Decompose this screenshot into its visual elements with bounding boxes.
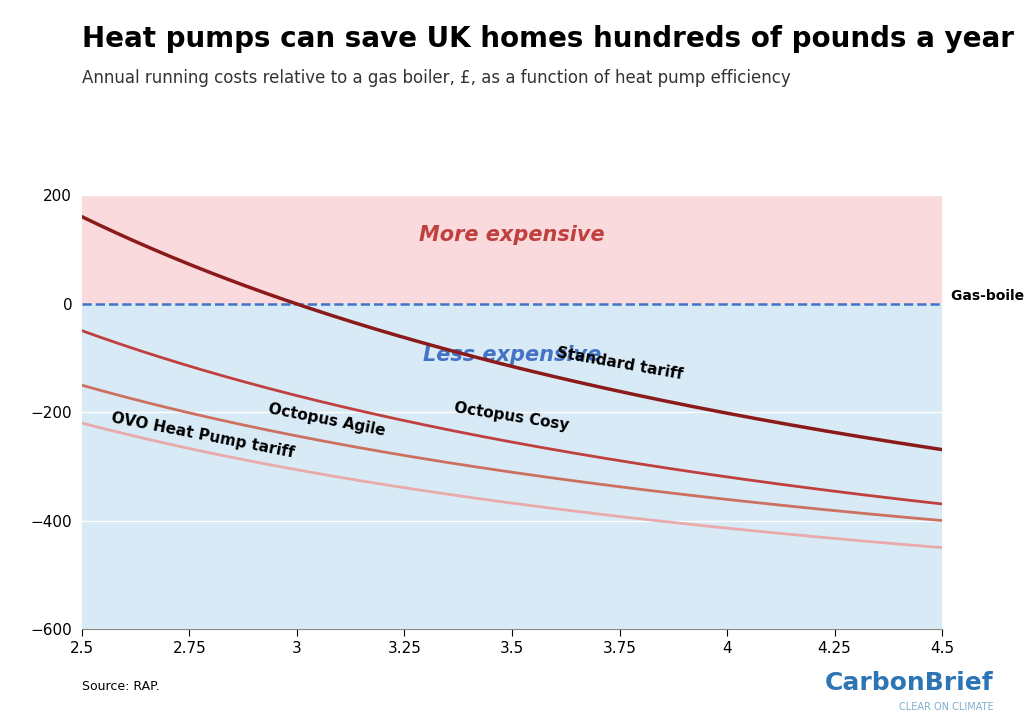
Text: Heat pumps can save UK homes hundreds of pounds a year: Heat pumps can save UK homes hundreds of… <box>82 25 1014 54</box>
Text: Less expensive: Less expensive <box>423 345 601 364</box>
Text: Annual running costs relative to a gas boiler, £, as a function of heat pump eff: Annual running costs relative to a gas b… <box>82 69 791 87</box>
Text: CarbonBrief: CarbonBrief <box>824 671 993 696</box>
Text: Source: RAP.: Source: RAP. <box>82 680 160 693</box>
Text: More expensive: More expensive <box>419 226 605 245</box>
Text: Octopus Cosy: Octopus Cosy <box>454 400 570 433</box>
Bar <box>82 195 942 304</box>
Bar <box>82 304 942 629</box>
Text: Gas-boiler at 85% efficiency: Gas-boiler at 85% efficiency <box>950 288 1024 302</box>
Text: CLEAR ON CLIMATE: CLEAR ON CLIMATE <box>899 702 993 712</box>
Text: OVO Heat Pump tariff: OVO Heat Pump tariff <box>110 411 295 461</box>
Text: Octopus Agile: Octopus Agile <box>267 401 387 439</box>
Text: Standard tariff: Standard tariff <box>555 346 684 382</box>
